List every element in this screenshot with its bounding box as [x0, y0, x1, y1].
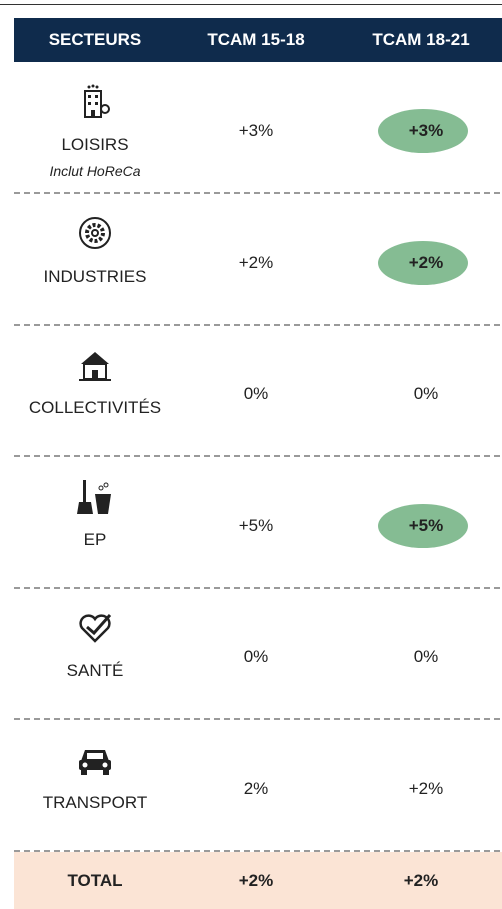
value: 0% [413, 647, 439, 666]
value: +3% [408, 121, 444, 140]
total-value: +2% [238, 871, 274, 890]
total-band [14, 852, 502, 909]
value: 2% [243, 778, 269, 798]
header-cell: TCAM 18-21 [372, 30, 470, 49]
top-rule [0, 4, 502, 5]
value: +3% [238, 121, 274, 140]
row-divider [14, 323, 500, 326]
row-divider [14, 849, 500, 852]
sector-label: LOISIRS [61, 135, 129, 154]
row-divider [14, 718, 500, 720]
value: 0% [243, 647, 269, 666]
value: +5% [408, 515, 444, 535]
value: +2% [408, 778, 444, 798]
sector-icon [79, 352, 111, 381]
sector-icon [77, 479, 111, 514]
highlight [378, 240, 468, 285]
value: 0% [243, 384, 269, 403]
total-label: TOTAL [67, 871, 123, 890]
sector-note: Inclut HoReCa [49, 163, 141, 179]
sector-icon [79, 749, 111, 775]
highlight [378, 503, 468, 548]
header-cell: TCAM 15-18 [207, 30, 305, 49]
row-divider [14, 455, 500, 457]
value: 0% [413, 384, 439, 403]
sector-icon [79, 614, 112, 643]
row-divider [14, 586, 500, 589]
sector-label: INDUSTRIES [43, 266, 147, 286]
sector-icon [84, 84, 110, 118]
sector-label: TRANSPORT [42, 792, 148, 812]
value: +2% [238, 252, 274, 272]
header-cell: SECTEURS [48, 30, 142, 49]
highlight [378, 109, 468, 153]
row-divider [14, 192, 500, 194]
sector-label: SANTÉ [66, 661, 124, 680]
sector-label: COLLECTIVITÉS [28, 398, 162, 417]
total-value: +2% [403, 871, 439, 890]
sector-label: EP [83, 529, 107, 549]
value: +5% [238, 515, 274, 535]
header-band [14, 18, 502, 62]
sector-icon [79, 216, 111, 249]
value: +2% [408, 252, 444, 272]
